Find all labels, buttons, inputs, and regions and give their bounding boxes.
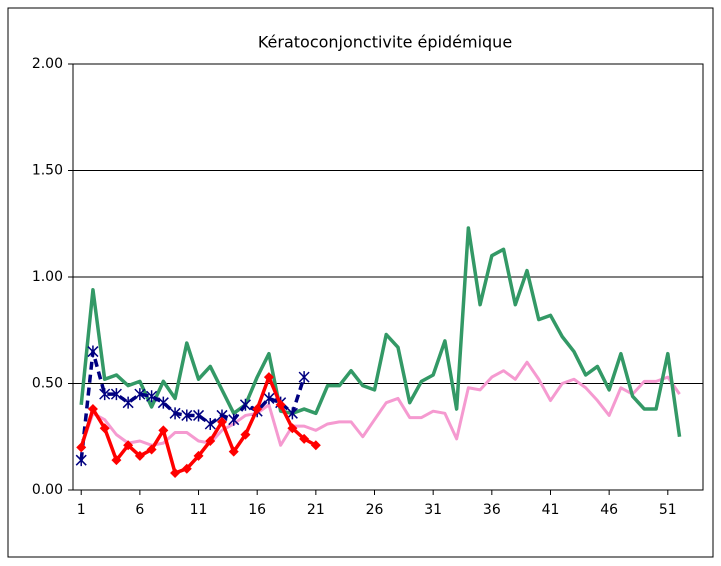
marker (216, 416, 227, 427)
marker (76, 442, 87, 453)
marker (134, 388, 146, 401)
x-tick-label: 31 (424, 502, 442, 518)
marker (111, 455, 122, 466)
marker (99, 423, 110, 434)
x-tick-label: 6 (135, 502, 144, 518)
marker (287, 423, 298, 434)
y-tick-label: 0.00 (32, 482, 63, 498)
y-tick-label: 2.00 (32, 56, 63, 72)
marker (75, 454, 87, 467)
y-tick-label: 0.50 (32, 376, 63, 392)
x-tick-label: 41 (542, 502, 560, 518)
x-tick-label: 11 (190, 502, 208, 518)
x-tick-label: 51 (659, 502, 677, 518)
marker (298, 371, 310, 384)
marker (228, 413, 240, 426)
marker (157, 396, 169, 409)
marker (158, 425, 169, 436)
marker (205, 436, 216, 447)
y-tick-label: 1.00 (32, 269, 63, 285)
x-tick-label: 1 (77, 502, 86, 518)
marker (239, 398, 251, 411)
marker (240, 429, 251, 440)
marker (170, 467, 181, 478)
marker (228, 446, 239, 457)
marker (193, 450, 204, 461)
x-tick-label: 16 (248, 502, 266, 518)
y-tick-label: 1.50 (32, 163, 63, 179)
marker (286, 407, 298, 420)
x-tick-label: 46 (600, 502, 618, 518)
marker (204, 417, 216, 430)
marker (123, 440, 134, 451)
series-line (79, 360, 681, 448)
marker (146, 390, 158, 403)
series-line (79, 349, 306, 461)
marker (87, 345, 99, 358)
marker (310, 440, 321, 451)
marker (181, 409, 193, 422)
marker (299, 433, 310, 444)
marker (110, 388, 122, 401)
x-tick-label: 36 (483, 502, 501, 518)
marker (181, 463, 192, 474)
marker (134, 450, 145, 461)
chart-title: Kératoconjonctivite épidémique (258, 33, 512, 52)
marker (87, 404, 98, 415)
x-tick-label: 26 (366, 502, 384, 518)
marker (146, 444, 157, 455)
x-tick-label: 21 (307, 502, 325, 518)
marker (193, 409, 205, 422)
marker (275, 399, 286, 410)
marker (99, 388, 111, 401)
marker (252, 404, 263, 415)
marker (263, 372, 274, 383)
marker (122, 396, 134, 409)
marker (263, 392, 275, 405)
series-line (79, 226, 682, 437)
marker (169, 407, 181, 420)
